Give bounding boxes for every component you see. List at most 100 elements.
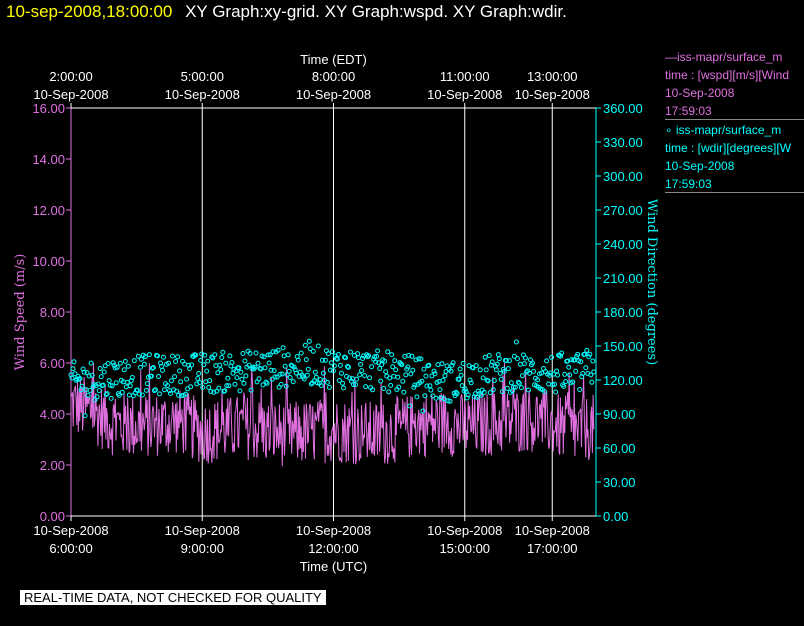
top-tick-time: 8:00:00 (312, 69, 355, 84)
wind-direction-point (459, 383, 465, 389)
wind-direction-point (263, 379, 269, 385)
wind-direction-point (177, 368, 183, 374)
wind-direction-point (285, 352, 291, 358)
wind-direction-point (319, 357, 325, 363)
wind-direction-point (108, 395, 114, 401)
wind-direction-point (512, 384, 518, 390)
wind-direction-point (514, 356, 520, 362)
right-tick-label: 300.00 (603, 169, 643, 184)
wind-direction-point (134, 387, 140, 393)
wind-direction-point (113, 380, 119, 386)
right-tick-label: 210.00 (603, 271, 643, 286)
wind-direction-point (204, 368, 210, 374)
wind-direction-point (589, 379, 595, 385)
wind-speed-line (70, 362, 595, 467)
wind-direction-point (218, 367, 224, 373)
right-tick-label: 30.00 (603, 475, 636, 490)
wind-direction-point (481, 389, 487, 395)
wind-direction-point (498, 376, 504, 382)
wind-direction-point (471, 394, 477, 400)
wind-direction-point (402, 353, 408, 359)
wind-direction-point (370, 387, 376, 393)
wind-direction-point (225, 375, 231, 381)
wind-direction-point (358, 361, 364, 367)
wind-direction-point (260, 382, 266, 388)
right-tick-label: 180.00 (603, 305, 643, 320)
wind-direction-point (427, 383, 433, 389)
wind-direction-point (357, 372, 363, 378)
wind-direction-point (468, 380, 474, 386)
wind-direction-point (176, 392, 182, 398)
wind-direction-point (579, 374, 585, 380)
wind-direction-point (374, 353, 380, 359)
wind-direction-point (331, 363, 337, 369)
top-tick-date: 10-Sep-2008 (33, 87, 108, 102)
wind-direction-point (150, 365, 156, 370)
wind-direction-point (387, 375, 393, 381)
wind-direction-point (101, 369, 107, 375)
wind-direction-point (170, 353, 175, 359)
wind-direction-point (510, 384, 516, 390)
wind-direction-point (366, 353, 372, 359)
wind-direction-point (290, 379, 296, 385)
wind-direction-point (409, 353, 415, 359)
wind-direction-point (559, 350, 565, 356)
wind-direction-point (88, 360, 94, 366)
wind-direction-point (211, 389, 217, 395)
wind-direction-point (435, 362, 441, 368)
wind-direction-point (431, 368, 437, 374)
wind-direction-point (219, 355, 225, 360)
wind-direction-point (403, 372, 409, 378)
left-tick-label: 8.00 (40, 305, 65, 320)
wind-direction-point (440, 377, 446, 383)
wind-direction-point (527, 370, 532, 376)
wind-direction-point (141, 361, 147, 367)
wind-direction-point (85, 392, 91, 398)
wind-direction-point (278, 381, 284, 387)
legend-wind-direction: ∘ iss-mapr/surface_m time : [wdir][degre… (665, 121, 804, 193)
wind-direction-point (329, 349, 335, 355)
wind-direction-point (408, 371, 414, 377)
wind-direction-point (454, 391, 460, 397)
wind-direction-point (418, 356, 424, 362)
wind-direction-point (98, 374, 104, 380)
wind-direction-point (340, 380, 345, 386)
wind-direction-point (189, 362, 195, 368)
wind-direction-point (307, 346, 313, 352)
wind-direction-point (546, 381, 552, 387)
wind-direction-point (149, 365, 155, 371)
wind-direction-point (561, 383, 567, 389)
bottom-tick-date: 10-Sep-2008 (33, 523, 108, 538)
wind-direction-point (335, 352, 341, 357)
wind-direction-point (386, 389, 392, 395)
wind-direction-point (414, 394, 420, 400)
wind-direction-point (320, 370, 326, 376)
wind-direction-point (351, 382, 356, 388)
wind-direction-point (69, 375, 75, 381)
wind-direction-point (71, 359, 77, 365)
wind-direction-point (363, 384, 369, 390)
wind-direction-point (124, 379, 130, 385)
wind-direction-point (174, 388, 180, 394)
wind-direction-point (549, 354, 555, 360)
left-tick-label: 12.00 (32, 203, 65, 218)
wind-direction-point (460, 361, 466, 366)
wind-direction-point (578, 359, 584, 365)
wind-direction-point (318, 383, 324, 389)
wind-direction-point (179, 393, 185, 399)
wind-direction-point (369, 364, 375, 370)
wind-direction-point (188, 384, 194, 390)
wind-direction-point (584, 347, 590, 353)
wind-direction-point (499, 389, 505, 395)
wind-direction-point (295, 357, 301, 363)
wind-direction-point (137, 364, 143, 370)
wind-direction-point (103, 392, 109, 397)
bottom-tick-time: 6:00:00 (49, 541, 92, 556)
wind-direction-point (80, 366, 86, 372)
top-tick-date: 10-Sep-2008 (427, 87, 502, 102)
wind-direction-point (270, 349, 276, 355)
wind-direction-point (138, 356, 144, 362)
wind-direction-point (227, 353, 233, 359)
top-tick-date: 10-Sep-2008 (165, 87, 240, 102)
wind-direction-point (326, 384, 332, 390)
